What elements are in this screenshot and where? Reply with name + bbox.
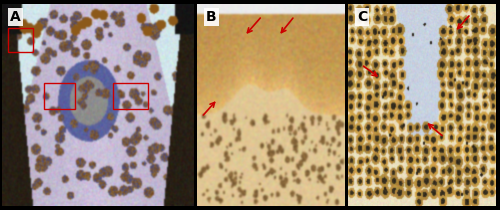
Bar [44,83,75,109]
Text: A: A [10,10,20,24]
Bar [8,28,32,52]
Text: C: C [357,10,367,24]
Text: B: B [206,10,216,24]
Bar [114,83,148,109]
